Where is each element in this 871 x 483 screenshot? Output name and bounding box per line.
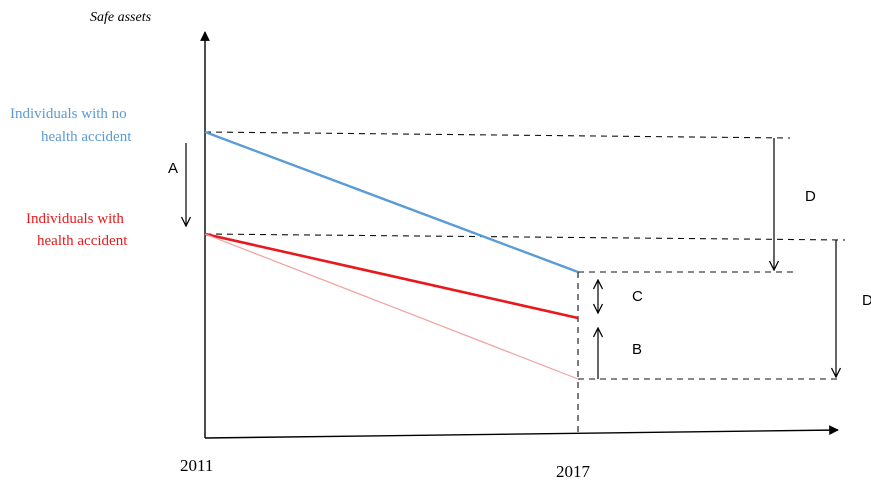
effect-label-d1: D xyxy=(805,188,816,205)
effect-label-a: A xyxy=(168,160,179,177)
effect-label-c: C xyxy=(632,288,643,305)
no-accident-label-line2: health accident xyxy=(41,129,132,145)
x-label-2017: 2017 xyxy=(556,462,590,481)
guide-no-accident-2011 xyxy=(204,131,791,139)
guide-accident-2011 xyxy=(204,233,846,241)
accident-counterfactual-line xyxy=(204,233,579,380)
x-axis xyxy=(204,425,839,439)
dashed-guides xyxy=(204,131,846,436)
effect-label-b: B xyxy=(632,341,643,358)
accident-label-line2: health accident xyxy=(37,233,128,249)
no-accident-label-line1: Individuals with no xyxy=(10,106,127,122)
y-axis-label: Safe assets xyxy=(90,10,152,25)
no-accident-line xyxy=(204,130,579,274)
effect-label-d2: D xyxy=(862,292,871,309)
x-label-2011: 2011 xyxy=(180,456,214,475)
accident-label-line1: Individuals with xyxy=(26,211,124,227)
accident-line xyxy=(204,232,579,320)
